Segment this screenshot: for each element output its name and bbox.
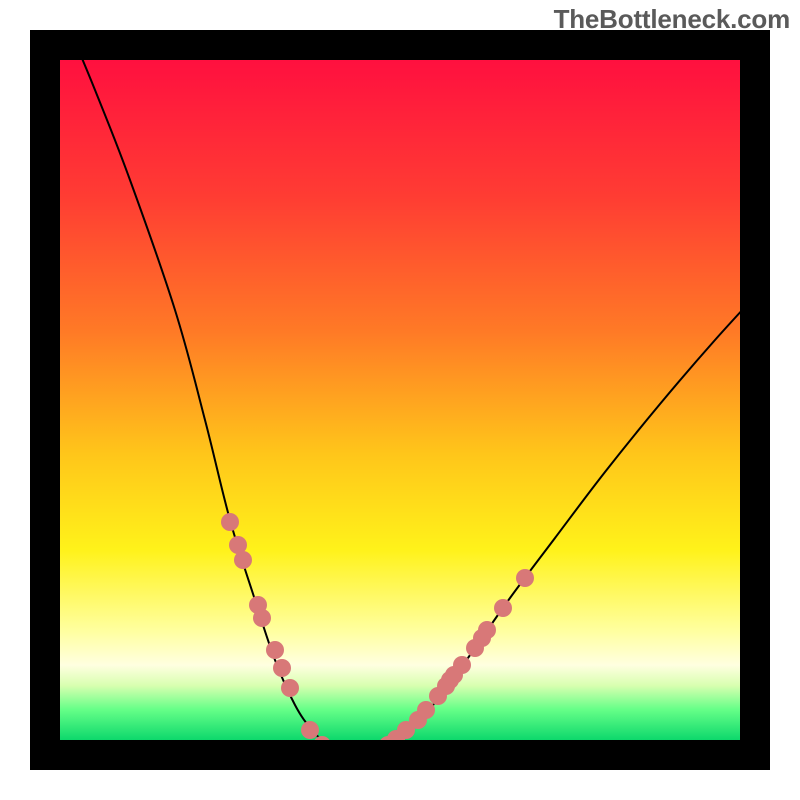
scatter-marker (478, 621, 496, 639)
scatter-marker (253, 609, 271, 627)
scatter-marker (301, 721, 319, 739)
scatter-marker (221, 513, 239, 531)
gradient-background (60, 60, 740, 740)
scatter-marker (494, 599, 512, 617)
watermark-text: TheBottleneck.com (554, 4, 790, 35)
scatter-marker (273, 659, 291, 677)
scatter-marker (453, 656, 471, 674)
scatter-marker (266, 641, 284, 659)
chart-canvas: TheBottleneck.com (0, 0, 800, 800)
scatter-marker (234, 551, 252, 569)
scatter-marker (516, 569, 534, 587)
scatter-marker (409, 711, 427, 729)
scatter-marker (281, 679, 299, 697)
chart-svg (0, 0, 800, 800)
